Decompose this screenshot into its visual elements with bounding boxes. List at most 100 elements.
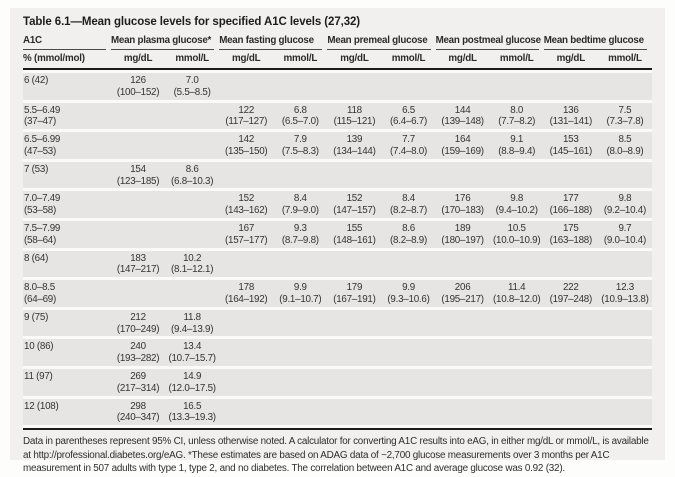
value-cell: 154 (123–185)	[111, 161, 166, 192]
group-header-a1c: A1C	[23, 34, 111, 50]
value-cell: 8.5 (8.0–8.9)	[597, 132, 652, 162]
value-cell	[219, 70, 274, 103]
value-cell	[111, 132, 166, 162]
value-cell: 9.8 (9.2–10.4)	[597, 191, 652, 221]
group-header-mean-plasma-glucose-: Mean plasma glucose*	[111, 34, 219, 50]
value-cell: 222 (197–248)	[543, 280, 598, 310]
a1c-cell: 12 (108)	[23, 398, 111, 429]
value-cell	[219, 161, 274, 192]
value-cell	[435, 161, 490, 192]
value-cell	[165, 132, 220, 162]
value-cell: 9.7 (9.0–10.4)	[597, 220, 652, 251]
a1c-cell: 10 (86)	[23, 339, 111, 369]
value-cell	[543, 309, 598, 340]
value-cell	[597, 339, 652, 369]
value-cell	[219, 250, 274, 281]
value-cell: 6.8 (6.5–7.0)	[273, 102, 328, 133]
table-body: 6 (42) 126 (100–152) 7.0 (5.5–8.5) 5.5–6.49 (3…	[23, 70, 652, 429]
value-cell	[381, 309, 436, 340]
value-cell	[489, 368, 544, 399]
table-row: 8 (64) 183 (147–217) 10.2 (8.1–12.1)	[23, 250, 652, 281]
a1c-cell: 11 (97)	[23, 368, 111, 399]
value-cell: 16.5 (13.3–19.3)	[165, 398, 220, 429]
group-header-mean-premeal-glucose: Mean premeal glucose	[327, 34, 435, 50]
value-cell: 139 (134–144)	[327, 132, 382, 162]
value-cell	[165, 191, 220, 221]
value-cell: 152 (147–157)	[327, 191, 382, 221]
table-row: 11 (97) 269 (217–314) 14.9 (12.0–17.5)	[23, 368, 652, 399]
value-cell: 144 (139–148)	[435, 102, 490, 133]
value-cell	[597, 250, 652, 281]
value-cell: 175 (163–188)	[543, 220, 598, 251]
value-cell	[273, 161, 328, 192]
glucose-table: A1C Mean plasma glucose* Mean fasting gluc…	[23, 34, 652, 429]
value-cell	[273, 250, 328, 281]
table-header: A1C Mean plasma glucose* Mean fasting gluc…	[23, 34, 652, 70]
a1c-cell: 7 (53)	[23, 161, 111, 192]
value-cell: 189 (180–197)	[435, 220, 490, 251]
value-cell: 178 (164–192)	[219, 280, 274, 310]
table-row: 7.5–7.99 (58–64) 167 (157–177) 9.3 (8.7–9.8) 1…	[23, 220, 652, 251]
value-cell	[381, 368, 436, 399]
value-cell	[381, 398, 436, 429]
table-row: 12 (108) 298 (240–347) 16.5 (13.3–19.3)	[23, 398, 652, 429]
unit-header: mmol/L	[489, 50, 544, 70]
value-cell: 7.0 (5.5–8.5)	[165, 70, 220, 103]
value-cell	[381, 161, 436, 192]
value-cell: 9.9 (9.1–10.7)	[273, 280, 328, 310]
value-cell	[597, 309, 652, 340]
value-cell: 206 (195–217)	[435, 280, 490, 310]
table-row: 10 (86) 240 (193–282) 13.4 (10.7–15.7)	[23, 339, 652, 369]
unit-header: mg/dL	[543, 50, 598, 70]
a1c-cell: 8 (64)	[23, 250, 111, 281]
value-cell: 8.4 (7.9–9.0)	[273, 191, 328, 221]
value-cell: 6.5 (6.4–6.7)	[381, 102, 436, 133]
value-cell	[435, 368, 490, 399]
value-cell	[219, 309, 274, 340]
value-cell: 9.9 (9.3–10.6)	[381, 280, 436, 310]
value-cell	[597, 398, 652, 429]
group-header-row: A1C Mean plasma glucose* Mean fasting gluc…	[23, 34, 652, 50]
value-cell: 118 (115–121)	[327, 102, 382, 133]
value-cell: 7.5 (7.3–7.8)	[597, 102, 652, 133]
value-cell: 8.6 (6.8–10.3)	[165, 161, 220, 192]
unit-header: mmol/L	[273, 50, 328, 70]
value-cell: 152 (143–162)	[219, 191, 274, 221]
value-cell	[111, 280, 166, 310]
value-cell	[597, 161, 652, 192]
value-cell	[489, 70, 544, 103]
value-cell	[435, 309, 490, 340]
unit-header: mg/dL	[111, 50, 166, 70]
value-cell	[273, 70, 328, 103]
value-cell	[381, 339, 436, 369]
value-cell: 164 (159–169)	[435, 132, 490, 162]
a1c-cell: 7.5–7.99 (58–64)	[23, 220, 111, 251]
value-cell	[273, 368, 328, 399]
value-cell	[435, 339, 490, 369]
value-cell	[435, 250, 490, 281]
value-cell	[327, 309, 382, 340]
unit-header: mmol/L	[381, 50, 436, 70]
value-cell: 9.8 (9.4–10.2)	[489, 191, 544, 221]
group-header-mean-bedtime-glucose: Mean bedtime glucose	[543, 34, 652, 50]
value-cell	[543, 339, 598, 369]
value-cell: 7.9 (7.5–8.3)	[273, 132, 328, 162]
value-cell: 177 (166–188)	[543, 191, 598, 221]
a1c-cell: 7.0–7.49 (53–58)	[23, 191, 111, 221]
group-header-mean-fasting-glucose: Mean fasting glucose	[219, 34, 327, 50]
value-cell	[219, 339, 274, 369]
value-cell	[381, 70, 436, 103]
value-cell: 7.7 (7.4–8.0)	[381, 132, 436, 162]
value-cell: 10.2 (8.1–12.1)	[165, 250, 220, 281]
value-cell	[111, 102, 166, 133]
value-cell: 153 (145–161)	[543, 132, 598, 162]
value-cell	[597, 368, 652, 399]
value-cell	[165, 220, 220, 251]
value-cell	[543, 368, 598, 399]
table-row: 6.5–6.99 (47–53) 142 (135–150) 7.9 (7.5–8.3) 1…	[23, 132, 652, 162]
value-cell	[597, 70, 652, 103]
value-cell: 179 (167–191)	[327, 280, 382, 310]
value-cell	[489, 398, 544, 429]
value-cell	[165, 102, 220, 133]
value-cell: 142 (135–150)	[219, 132, 274, 162]
